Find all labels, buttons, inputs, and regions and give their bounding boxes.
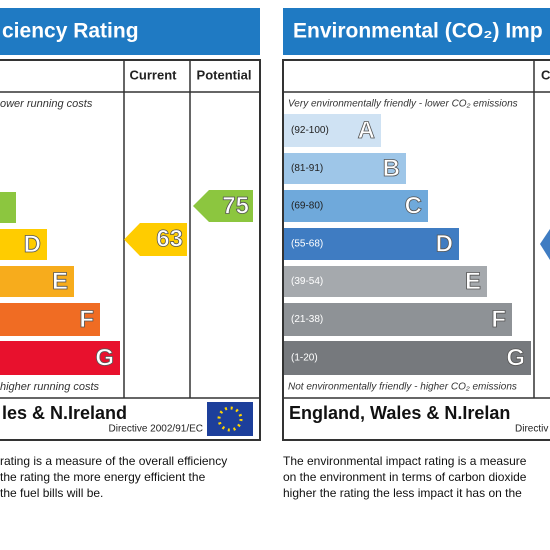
band <box>284 153 406 184</box>
current-arrow <box>124 223 187 256</box>
band-letter: D <box>436 230 453 257</box>
top-note: Very environmentally friendly - lower CO… <box>288 99 518 110</box>
band-range: (92-100) <box>291 125 329 136</box>
description-line: the rating the more energy efficient the <box>0 470 206 484</box>
band-letter: E <box>465 268 481 295</box>
band <box>284 341 531 375</box>
description-line: higher the rating the less impact it has… <box>283 486 522 500</box>
band <box>0 229 47 260</box>
footer-region: England, Wales & N.Irelan <box>289 403 510 423</box>
band-range: (69-80) <box>291 201 323 212</box>
band <box>284 190 428 222</box>
band-letter: E <box>52 268 68 295</box>
current-arrow-edge <box>540 229 550 260</box>
band-range: (39-54) <box>291 276 323 287</box>
band <box>284 114 381 147</box>
description-line: on the environment in terms of carbon di… <box>283 470 527 484</box>
band <box>284 266 487 297</box>
band-range: (1-20) <box>291 353 318 364</box>
description-line: rating is a measure of the overall effic… <box>0 454 227 468</box>
title-bar <box>0 8 260 55</box>
panel-title: Environmental (CO₂) Imp <box>293 20 543 43</box>
column-header: C <box>541 67 550 82</box>
panel-frame <box>0 59 261 441</box>
band-letter: A <box>358 117 375 144</box>
band <box>0 303 100 336</box>
panel-title: ciency Rating <box>2 20 139 43</box>
band-c <box>0 192 16 223</box>
footer-region: les & N.Ireland <box>2 403 127 423</box>
band <box>284 228 459 260</box>
description-line: The environmental impact rating is a mea… <box>283 454 527 468</box>
current-rating: 63 <box>156 225 183 252</box>
band-range: (21-38) <box>291 314 323 325</box>
band-letter: D <box>24 231 41 258</box>
band <box>0 341 120 375</box>
bottom-note: higher running costs <box>0 381 100 393</box>
panel-frame <box>282 59 550 441</box>
band <box>284 303 512 336</box>
band <box>0 266 74 297</box>
band-letter: G <box>506 344 525 371</box>
band-range: (55-68) <box>291 239 323 250</box>
potential-rating: 75 <box>222 192 249 219</box>
band-letter: B <box>383 155 400 182</box>
description-line: the fuel bills will be. <box>0 486 103 500</box>
potential-arrow <box>193 190 253 222</box>
title-bar <box>283 8 550 55</box>
eu-flag <box>207 402 253 436</box>
top-note: ower running costs <box>0 98 93 110</box>
column-header: Current <box>130 67 178 82</box>
band-range: (81-91) <box>291 163 323 174</box>
footer-directive: Directiv <box>515 424 548 435</box>
footer-directive: Directive 2002/91/EC <box>109 424 204 435</box>
column-header: Potential <box>197 67 252 82</box>
bottom-note: Not environmentally friendly - higher CO… <box>288 382 517 393</box>
band-letter: G <box>95 344 114 371</box>
band-letter: F <box>491 306 506 333</box>
band-letter: C <box>405 192 422 219</box>
band-letter: F <box>79 306 94 333</box>
